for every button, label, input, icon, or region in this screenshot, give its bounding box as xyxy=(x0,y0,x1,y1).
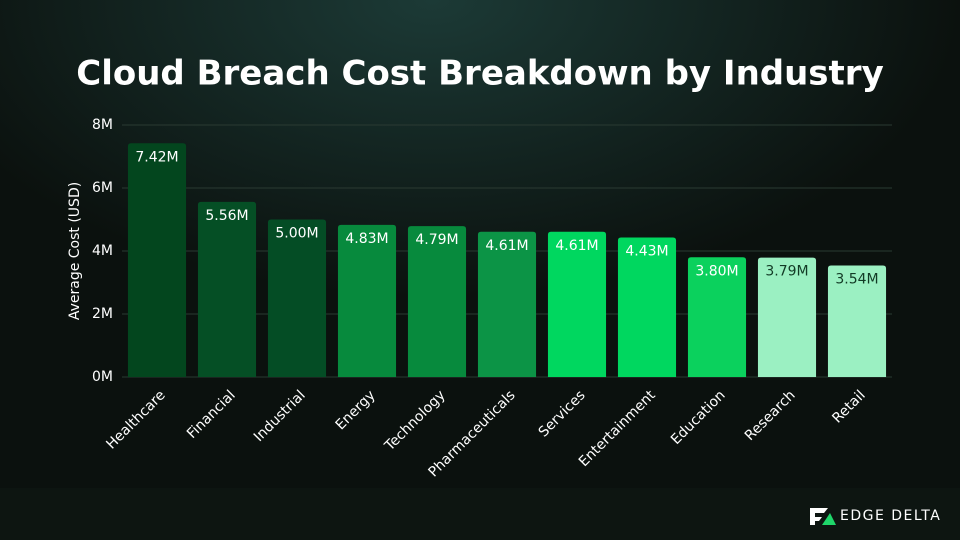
bar xyxy=(687,257,747,377)
footer-band xyxy=(0,488,960,540)
y-tick-label: 2M xyxy=(92,306,113,322)
bar xyxy=(197,201,257,377)
logo-icon xyxy=(810,508,828,525)
bar xyxy=(757,257,817,377)
value-label: 5.56M xyxy=(205,208,248,224)
bar xyxy=(407,226,467,377)
bar xyxy=(267,219,327,377)
y-axis-label: Average Cost (USD) xyxy=(67,182,83,320)
logo-icon-accent xyxy=(822,513,836,525)
y-tick-label: 4M xyxy=(92,243,113,259)
bar xyxy=(127,143,187,377)
value-label: 4.83M xyxy=(345,231,388,247)
value-label: 4.79M xyxy=(415,232,458,248)
value-label: 3.54M xyxy=(835,271,878,287)
bar xyxy=(617,237,677,377)
value-label: 5.00M xyxy=(275,226,318,242)
bar xyxy=(547,231,607,377)
value-label: 7.42M xyxy=(135,149,178,165)
y-tick-label: 8M xyxy=(92,117,113,133)
bar xyxy=(337,224,397,377)
value-label: 4.43M xyxy=(625,243,668,259)
value-label: 3.80M xyxy=(695,263,738,279)
logo-text: EDGE DELTA xyxy=(840,508,941,524)
value-label: 3.79M xyxy=(765,264,808,280)
logo: EDGE DELTA xyxy=(810,508,941,525)
bar xyxy=(827,265,887,377)
chart-title: Cloud Breach Cost Breakdown by Industry xyxy=(76,54,883,94)
value-label: 4.61M xyxy=(485,238,528,254)
y-tick-label: 0M xyxy=(92,369,113,385)
value-label: 4.61M xyxy=(555,238,598,254)
bar xyxy=(477,231,537,377)
y-tick-label: 6M xyxy=(92,180,113,196)
